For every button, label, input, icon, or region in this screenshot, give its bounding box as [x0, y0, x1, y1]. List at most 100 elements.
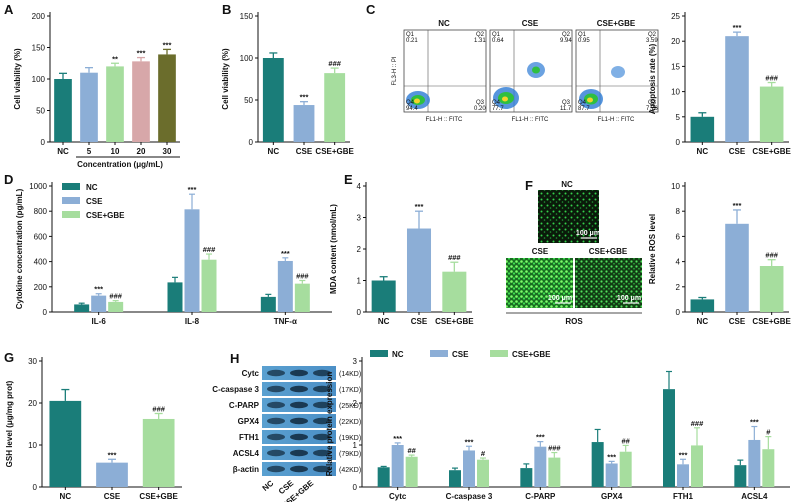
q3v: 0.20: [474, 106, 486, 112]
y-axis-label: Cell viability (%): [13, 48, 22, 110]
significance-label: ***: [536, 433, 545, 442]
legend-swatch: [370, 350, 388, 357]
y-tick-label: 200: [32, 12, 46, 21]
blot-kd-label: (79KD): [339, 451, 361, 458]
bar: [690, 116, 715, 142]
y-tick-label: 0: [249, 138, 254, 147]
flow-title-nc: NC: [438, 19, 450, 28]
ros-title-cse: CSE: [532, 247, 549, 256]
q1v: 0.95: [578, 38, 590, 44]
ros-image-gbe: [575, 258, 642, 308]
flow-title-gbe: CSE+GBE: [597, 19, 636, 28]
q4: Q4: [492, 100, 501, 106]
blot-band: [267, 385, 285, 393]
y-tick-label: 600: [34, 232, 48, 241]
q2v: 3.59: [646, 38, 658, 44]
y-tick-label: 3: [353, 357, 358, 366]
significance-label: ***: [94, 285, 103, 294]
bar: [691, 445, 703, 487]
y-tick-label: 400: [34, 258, 48, 267]
x-tick-label: CSE: [729, 147, 746, 156]
x-tick-label: CSE+GBE: [435, 317, 474, 326]
flow-panel-cse: CSE Q1 0.64 Q2 9.94 Q3 11.7 Q4 77.7 FL1-…: [489, 19, 573, 123]
legend-label: CSE: [452, 350, 469, 359]
x-tick-label: CSE+GBE: [139, 492, 178, 501]
y-tick-label: 1: [353, 441, 358, 450]
x-tick-label: 5: [87, 147, 92, 156]
x-tick-label: GPX4: [601, 492, 623, 501]
ros-image-nc: [538, 190, 599, 243]
significance-label: ***: [108, 450, 117, 459]
ros-caption: ROS: [565, 317, 583, 326]
bar: [759, 266, 784, 312]
significance-label: **: [112, 54, 118, 63]
x-tick-label: NC: [378, 317, 390, 326]
x-tick-label: CSE+GBE: [752, 317, 791, 326]
y-tick-label: 150: [32, 44, 46, 53]
x-tick-label: CSE: [104, 492, 121, 501]
significance-label: ***: [415, 202, 424, 211]
y-tick-label: 0: [676, 308, 681, 317]
blot-band: [313, 417, 331, 425]
bar: [534, 446, 547, 487]
significance-label: ***: [393, 434, 402, 443]
x-tick-label: CSE: [729, 317, 746, 326]
blot-lane-label: NC: [261, 478, 276, 492]
y-tick-label: 150: [240, 12, 254, 21]
y-tick-label: 4: [357, 182, 362, 191]
significance-label: ###: [765, 251, 778, 260]
panel-label: B: [222, 2, 231, 17]
y-tick-label: 30: [28, 357, 37, 366]
bar: [759, 86, 784, 142]
x-tick-label: TNF-α: [274, 317, 297, 326]
q1v: 0.21: [406, 38, 418, 44]
q3: Q3: [562, 100, 571, 106]
q1v: 0.64: [492, 38, 504, 44]
bar: [74, 304, 90, 312]
y-tick-label: 5: [676, 113, 681, 122]
panel-label-h: H: [230, 351, 239, 366]
blot-band: [290, 385, 308, 393]
bar: [293, 105, 315, 142]
significance-label: ##: [621, 436, 630, 445]
x-tick-label: NC: [697, 317, 709, 326]
blot-band: [290, 449, 308, 457]
y-tick-label: 50: [244, 96, 253, 105]
q2v: 9.94: [560, 38, 572, 44]
legend-label: CSE: [86, 197, 103, 206]
y-tick-label: 100: [32, 75, 46, 84]
q1: Q1: [492, 32, 501, 38]
bar: [605, 463, 618, 487]
q1: Q1: [578, 32, 587, 38]
bar: [184, 209, 200, 312]
bar: [277, 260, 293, 312]
flow-ylabel: FL3-H :: PI: [392, 56, 398, 85]
bar: [96, 462, 128, 487]
bar: [142, 418, 175, 487]
bar: [405, 456, 418, 487]
y-tick-label: 10: [671, 182, 680, 191]
blot-band: [313, 465, 331, 473]
western-blot: H Cytc (14KD) C-caspase 3 (17KD) C-PARP (25KD…: [212, 351, 361, 502]
significance-label: ###: [152, 405, 165, 414]
significance-label: ###: [448, 253, 461, 262]
significance-label: ###: [691, 419, 704, 428]
ros-title-gbe: CSE+GBE: [589, 247, 628, 256]
blot-kd-label: (14KD): [339, 371, 361, 378]
flow-xlabel: FL1-H :: FITC: [426, 117, 463, 123]
bar: [663, 389, 675, 487]
significance-label: ***: [465, 437, 474, 446]
bar: [49, 400, 82, 487]
y-tick-label: 0: [357, 308, 362, 317]
blot-band: [290, 465, 308, 473]
x-tick-label: NC: [60, 492, 72, 501]
significance-label: ###: [296, 272, 309, 281]
blot-band: [267, 449, 285, 457]
bar: [548, 457, 561, 487]
x-tick-label: NC: [268, 147, 280, 156]
chart-cell-viability-treatment: B 0 50 100 150 Cell viability (%) NC *** CSE ### C…: [221, 2, 355, 156]
x-tick-label: CSE+GBE: [752, 147, 791, 156]
x-tick-label: CSE+GBE: [315, 147, 354, 156]
bar: [725, 36, 749, 142]
